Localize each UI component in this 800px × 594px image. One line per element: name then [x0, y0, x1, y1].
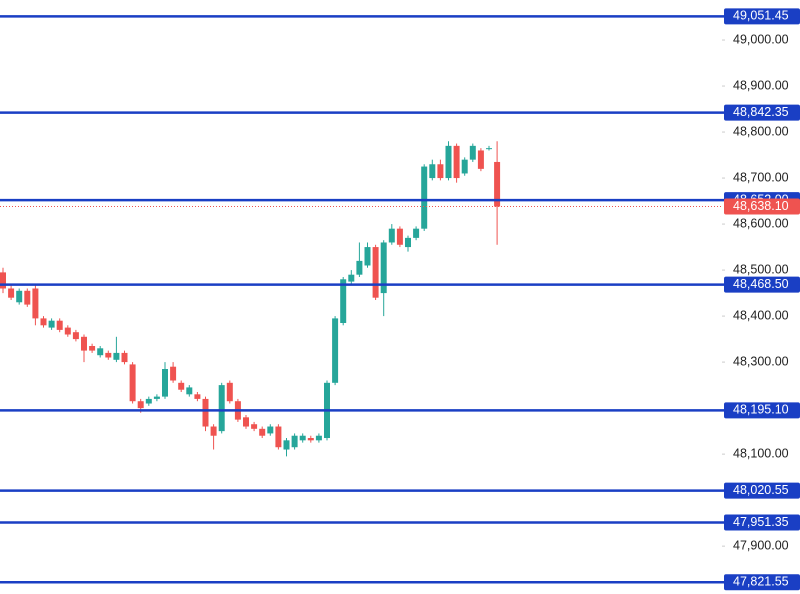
candle-body — [226, 382, 233, 402]
candle-body — [105, 352, 112, 358]
price-level-label: 48,842.35 — [733, 105, 789, 119]
candle-body — [469, 145, 476, 160]
candle-body — [121, 352, 128, 363]
candle-body — [145, 398, 152, 404]
price-level-tag — [724, 8, 800, 25]
candle-body — [445, 145, 452, 179]
price-level-label: 48,468.50 — [733, 277, 789, 291]
candle-body — [0, 272, 6, 289]
candle-body — [32, 288, 39, 319]
candle-body — [251, 424, 258, 429]
candle-body — [421, 166, 428, 229]
candle-body — [24, 290, 31, 305]
price-level-label: 49,051.45 — [733, 9, 789, 23]
y-tick-label: 48,700.00 — [733, 170, 789, 184]
candle-body — [186, 387, 193, 395]
candle-body — [178, 382, 185, 390]
candle-body — [429, 164, 436, 179]
candle-body — [137, 401, 144, 409]
candle-body — [461, 159, 468, 174]
candle-body — [194, 394, 201, 399]
candle-body — [243, 417, 249, 427]
candle-body — [162, 369, 168, 397]
candle-body — [315, 435, 322, 441]
candle-body — [113, 352, 120, 360]
current-price-tag — [724, 198, 800, 215]
price-level-tag — [724, 514, 800, 531]
price-level-tag — [724, 402, 800, 419]
candle-body — [89, 346, 96, 351]
candle-body — [210, 426, 217, 436]
candle-body — [259, 428, 266, 436]
price-level-tag — [724, 104, 800, 121]
candle-body — [405, 237, 411, 248]
candle-body — [153, 396, 160, 399]
candle-body — [437, 164, 444, 179]
y-tick-label: 48,400.00 — [733, 308, 789, 322]
candle-body — [291, 435, 298, 448]
candle-body — [299, 435, 306, 441]
candle-body — [283, 440, 290, 450]
y-tick-label: 48,900.00 — [733, 78, 789, 92]
candle-body — [388, 228, 395, 243]
candle-body — [56, 320, 63, 330]
candle-body — [40, 318, 47, 326]
candle-body — [380, 242, 387, 294]
candle-body — [348, 274, 355, 282]
price-level-tag — [724, 574, 800, 591]
candle-body — [64, 327, 71, 335]
candle-body — [81, 336, 87, 351]
candle-body — [275, 426, 282, 448]
y-tick-label: 47,900.00 — [733, 538, 789, 552]
candle-body — [477, 150, 484, 169]
candle-body — [486, 148, 492, 150]
y-tick-label: 48,100.00 — [733, 446, 789, 460]
candle-body — [8, 288, 15, 298]
y-tick-label: 48,300.00 — [733, 354, 789, 368]
candle-body — [72, 332, 79, 340]
candle-body — [453, 145, 460, 179]
y-tick-label: 48,600.00 — [733, 216, 789, 230]
candle-body — [340, 279, 347, 323]
price-level-label: 48,020.55 — [733, 483, 789, 497]
candle-body — [97, 348, 104, 356]
candle-body — [267, 426, 274, 434]
price-level-tag — [724, 482, 800, 499]
price-level-label: 48,195.10 — [733, 403, 789, 417]
candle-body — [356, 260, 363, 275]
candle-body — [332, 318, 339, 383]
candle-body — [494, 161, 501, 207]
y-tick-label: 48,800.00 — [733, 124, 789, 138]
candle-body — [170, 366, 177, 381]
candle-body — [413, 228, 420, 238]
candle-body — [396, 228, 403, 245]
y-tick-label: 49,000.00 — [733, 32, 789, 46]
candle-body — [372, 247, 379, 298]
current-price-label: 48,638.10 — [733, 199, 789, 213]
candle-body — [218, 385, 225, 432]
y-tick-label: 48,500.00 — [733, 262, 789, 276]
candle-body — [48, 320, 55, 328]
candle-body — [129, 364, 136, 402]
candle-body — [202, 398, 209, 427]
candle-body — [16, 290, 23, 303]
price-level-label: 47,821.55 — [733, 575, 789, 589]
candle-body — [307, 438, 314, 441]
price-level-label: 47,951.35 — [733, 515, 789, 529]
candle-body — [364, 247, 371, 266]
price-level-tag — [724, 276, 800, 293]
